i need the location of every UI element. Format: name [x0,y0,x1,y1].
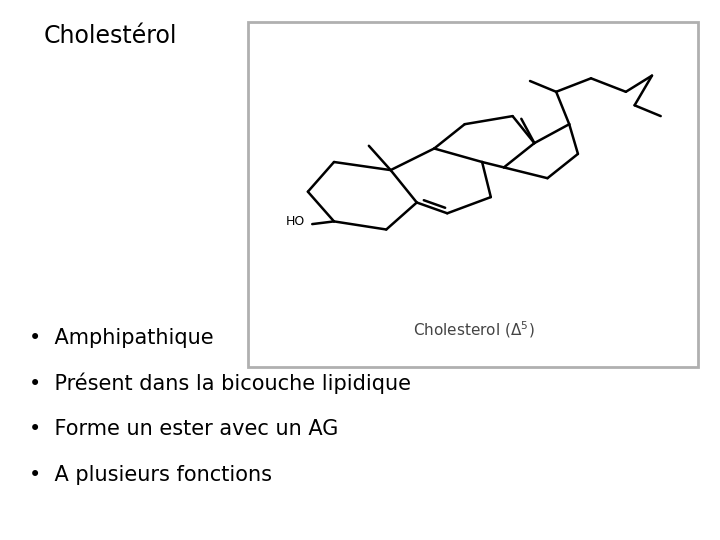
Text: HO: HO [286,215,305,228]
Text: Cholestérol: Cholestérol [43,24,176,48]
Text: •  A plusieurs fonctions: • A plusieurs fonctions [29,465,272,485]
Text: •  Amphipathique: • Amphipathique [29,327,213,348]
FancyBboxPatch shape [248,22,698,367]
Text: Cholesterol ($\Delta^5$): Cholesterol ($\Delta^5$) [413,320,534,340]
Text: •  Forme un ester avec un AG: • Forme un ester avec un AG [29,419,338,440]
Text: •  Présent dans la bicouche lipidique: • Présent dans la bicouche lipidique [29,373,411,394]
